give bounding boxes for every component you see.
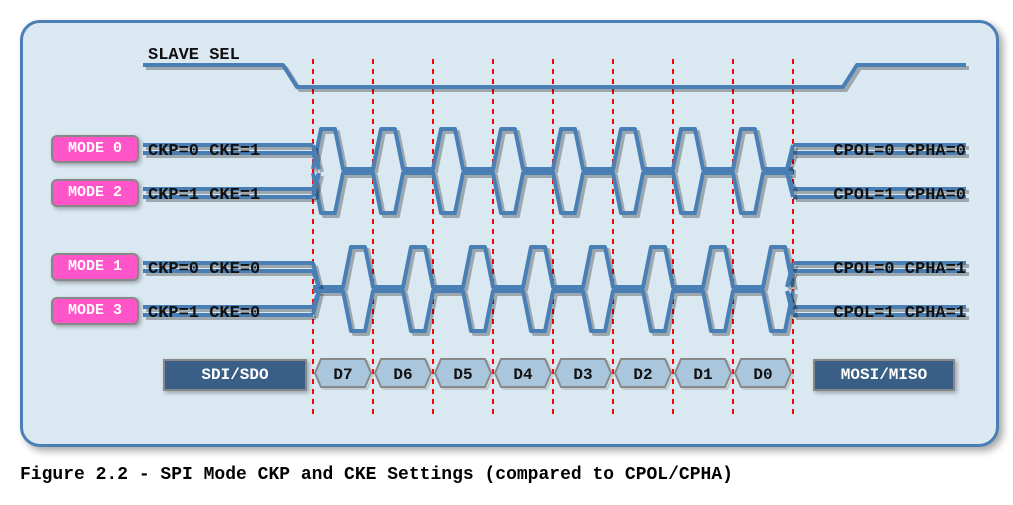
mode-badge: MODE 2 <box>51 179 139 207</box>
slave-sel-label: SLAVE SEL <box>148 46 240 65</box>
mode-badge: MODE 3 <box>51 297 139 325</box>
bit-label: D1 <box>693 366 712 384</box>
row-right-label: CPOL=0 CPHA=1 <box>833 260 966 279</box>
bit-label: D0 <box>753 366 772 384</box>
mosi-miso-box: MOSI/MISO <box>813 359 955 391</box>
diagram-frame: SLAVE SEL CKP=0 CKE=1 CPOL=0 CPHA=0 CKP=1 C… <box>20 20 999 447</box>
mode-badge: MODE 0 <box>51 135 139 163</box>
bit-label: D4 <box>513 366 533 384</box>
row-left-label: CKP=0 CKE=0 <box>148 260 260 279</box>
sdi-sdo-box: SDI/SDO <box>163 359 307 391</box>
bit-label: D2 <box>633 366 652 384</box>
bit-label: D3 <box>573 366 592 384</box>
row-left-label: CKP=1 CKE=0 <box>148 304 260 323</box>
bit-label: D7 <box>333 366 352 384</box>
row-left-label: CKP=0 CKE=1 <box>148 142 260 161</box>
row-right-label: CPOL=1 CPHA=1 <box>833 304 966 323</box>
row-left-label: CKP=1 CKE=1 <box>148 186 260 205</box>
row-right-label: CPOL=0 CPHA=0 <box>833 142 966 161</box>
figure-caption: Figure 2.2 - SPI Mode CKP and CKE Settin… <box>20 465 999 485</box>
bit-label: D6 <box>393 366 412 384</box>
row-right-label: CPOL=1 CPHA=0 <box>833 186 966 205</box>
bit-label: D5 <box>453 366 472 384</box>
mode-badge: MODE 1 <box>51 253 139 281</box>
